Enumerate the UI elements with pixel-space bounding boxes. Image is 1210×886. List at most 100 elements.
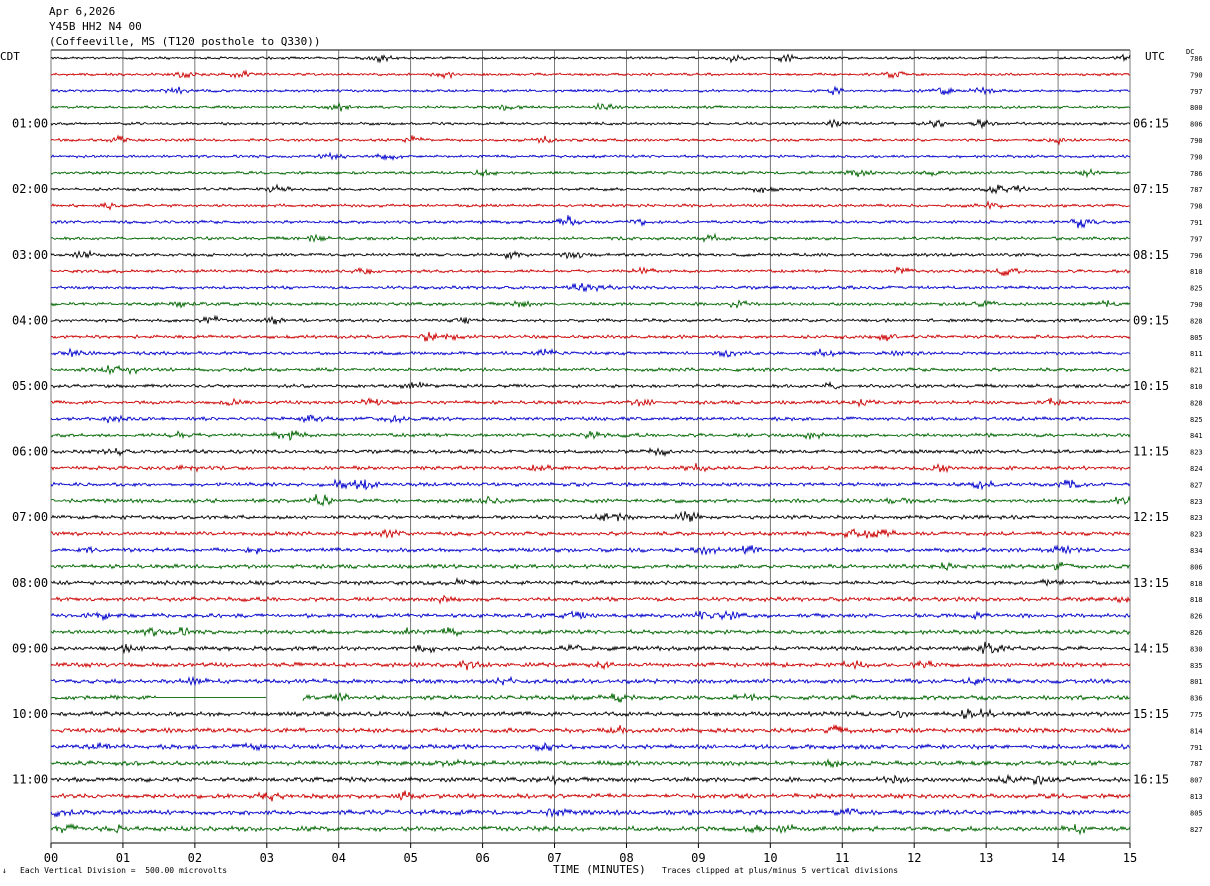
dc-value: 825 [1190, 416, 1203, 424]
utc-hour-label: 08:15 [1133, 248, 1169, 262]
dc-value: 836 [1190, 695, 1203, 703]
trace-line [50, 266, 1131, 277]
right-axis-title: UTC [1145, 50, 1165, 63]
dc-value: 826 [1190, 613, 1203, 621]
x-tick-label: 07 [547, 851, 561, 865]
cdt-hour-label: 09:00 [12, 641, 48, 655]
x-tick-label: 06 [475, 851, 489, 865]
dc-value: 806 [1190, 563, 1203, 571]
trace-line [50, 53, 1131, 64]
dc-value: 828 [1190, 399, 1203, 407]
trace-line [50, 151, 1131, 162]
x-tick-label: 13 [979, 851, 993, 865]
dc-value: 834 [1190, 547, 1203, 555]
trace-line [50, 609, 1131, 622]
left-axis-title: CDT [0, 50, 20, 63]
trace-line [50, 397, 1131, 408]
dc-value: 790 [1190, 71, 1203, 79]
x-tick-label: 10 [763, 851, 777, 865]
trace-line [50, 708, 1131, 720]
dc-value: 810 [1190, 268, 1203, 276]
dc-value: 823 [1190, 531, 1203, 539]
dc-value: 790 [1190, 153, 1203, 161]
trace-line [50, 723, 1131, 735]
dc-value: 813 [1190, 793, 1203, 801]
trace-line [50, 134, 1131, 146]
trace-line [50, 823, 1131, 836]
x-tick-label: 09 [691, 851, 705, 865]
x-tick-label: 04 [332, 851, 346, 865]
dc-value: 830 [1190, 645, 1203, 653]
dc-value: 797 [1190, 235, 1203, 243]
dc-value: 790 [1190, 301, 1203, 309]
dc-value: 787 [1190, 760, 1203, 768]
dc-value: 797 [1190, 88, 1203, 96]
trace-line [50, 118, 1131, 130]
x-tick-label: 15 [1123, 851, 1137, 865]
cdt-hour-label: 02:00 [12, 182, 48, 196]
dc-value: 826 [1190, 629, 1203, 637]
trace-line [50, 347, 1131, 358]
dc-value: 775 [1190, 711, 1203, 719]
time-gridlines [50, 49, 1131, 848]
trace-line [50, 561, 1131, 572]
dc-value: 806 [1190, 121, 1203, 129]
dc-value: 800 [1190, 104, 1203, 112]
dc-value: 841 [1190, 432, 1203, 440]
trace-line [50, 69, 1131, 80]
x-tick-label: 02 [188, 851, 202, 865]
x-axis-title: TIME (MINUTES) [553, 863, 646, 876]
utc-hour-label: 07:15 [1133, 182, 1169, 196]
trace-line [50, 626, 1131, 638]
plot-date: Apr 6,2026 [49, 5, 116, 18]
trace-line [50, 494, 1131, 507]
dc-value: 791 [1190, 219, 1203, 227]
dc-value: 805 [1190, 334, 1203, 342]
utc-hour-label: 12:15 [1133, 510, 1169, 524]
x-tick-label: 05 [403, 851, 417, 865]
trace-line [50, 282, 1131, 293]
x-tick-label: 12 [907, 851, 921, 865]
trace-line [50, 462, 1131, 474]
trace-line [50, 691, 1131, 703]
trace-line [50, 364, 1131, 376]
dc-value: 823 [1190, 449, 1203, 457]
trace-line [50, 675, 1131, 687]
dc-value: 801 [1190, 678, 1203, 686]
utc-hour-label: 16:15 [1133, 773, 1169, 787]
trace-line [50, 430, 1131, 441]
utc-hour-label: 10:15 [1133, 379, 1169, 393]
x-tick-label: 08 [619, 851, 633, 865]
trace-line [50, 528, 1131, 539]
utc-hour-label: 15:15 [1133, 707, 1169, 721]
dc-value: 791 [1190, 744, 1203, 752]
trace-line [50, 183, 1131, 195]
dc-value: 823 [1190, 514, 1203, 522]
trace-line [50, 232, 1131, 243]
dc-value: 827 [1190, 481, 1203, 489]
dc-value: 825 [1190, 285, 1203, 293]
trace-line [50, 594, 1131, 605]
station-code: Y45B HH2 N4 00 [49, 20, 142, 33]
dc-value: 786 [1190, 170, 1203, 178]
dc-value: 807 [1190, 777, 1203, 785]
dc-value: 790 [1190, 137, 1203, 145]
dc-value: 810 [1190, 383, 1203, 391]
trace-line [50, 200, 1131, 211]
trace-line [50, 478, 1131, 491]
cdt-hour-label: 07:00 [12, 510, 48, 524]
x-tick-label: 11 [835, 851, 849, 865]
dc-value: 827 [1190, 826, 1203, 834]
dc-value: 814 [1190, 727, 1203, 735]
trace-line [50, 215, 1131, 229]
cdt-hour-label: 05:00 [12, 379, 48, 393]
dc-value: 811 [1190, 350, 1203, 358]
trace-line [50, 641, 1131, 655]
trace-line [50, 741, 1131, 753]
utc-hour-label: 06:15 [1133, 117, 1169, 131]
trace-line [50, 85, 1131, 96]
seismic-traces [50, 53, 1131, 836]
trace-line [50, 331, 1131, 342]
utc-hour-label: 13:15 [1133, 576, 1169, 590]
scale-note: Each Vertical Division = 500.00 microvol… [20, 866, 228, 875]
